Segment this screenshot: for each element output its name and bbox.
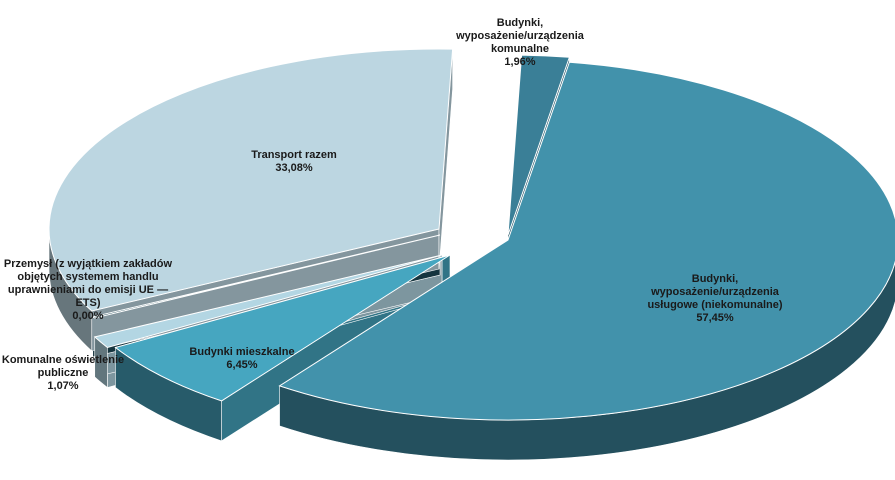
label-oswietlenie: Komunalne oświetlenie publiczne 1,07% [1, 354, 125, 392]
slice-1-top [507, 54, 571, 236]
label-mieszkalne: Budynki mieszkalne 6,45% [189, 346, 295, 371]
label-przemysl: Przemysł (z wyjątkiem zakładów objętych … [3, 258, 173, 322]
slice-4-top [93, 254, 443, 349]
slice-5-top [91, 234, 441, 319]
label-transport: Transport razem 33,08% [251, 149, 337, 174]
label-komunalne: Budynki, wyposażenie/urządzenia komunaln… [456, 17, 584, 68]
label-uslugowe: Budynki, wyposażenie/urządzenia usługowe… [647, 273, 783, 324]
slice-2-top [278, 61, 895, 421]
slice-3-top [114, 254, 451, 402]
slice-6-top [48, 48, 454, 312]
